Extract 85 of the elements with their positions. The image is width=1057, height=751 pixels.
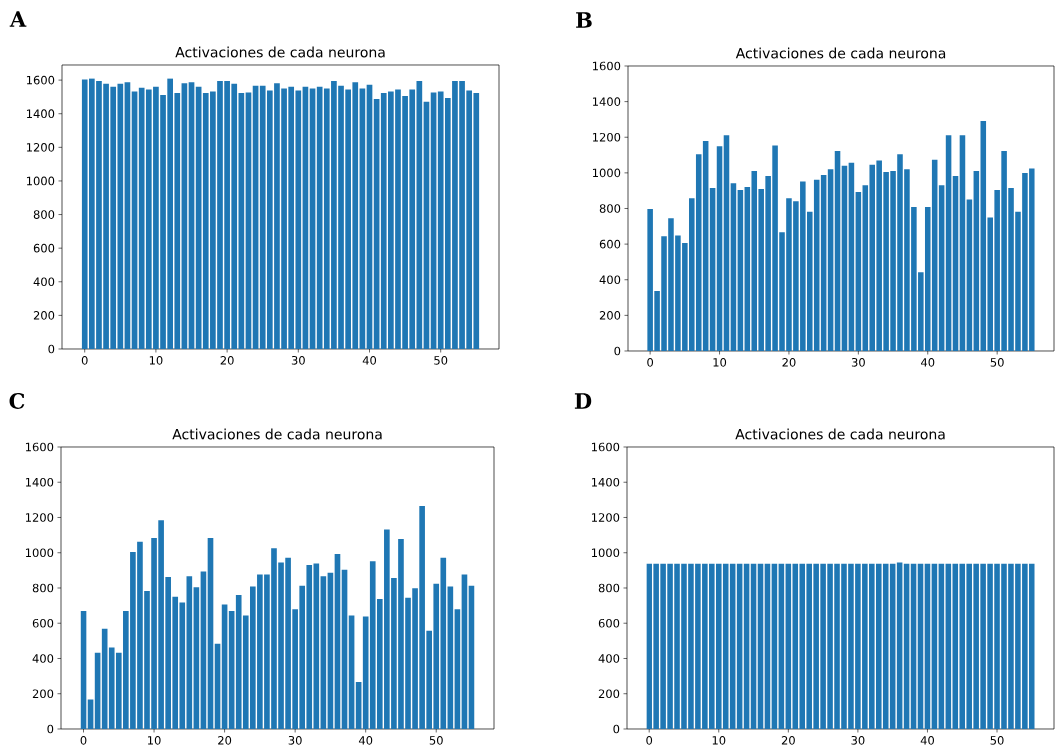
x-tick-label: 50 bbox=[990, 736, 1004, 745]
x-tick-label: 30 bbox=[851, 358, 865, 367]
bar bbox=[834, 150, 841, 351]
bar bbox=[973, 170, 980, 351]
bar bbox=[855, 191, 862, 351]
y-tick-label: 0 bbox=[47, 724, 54, 734]
chart-title: Activaciones de cada neurona bbox=[735, 428, 945, 440]
y-tick-label: 200 bbox=[33, 311, 55, 320]
x-tick-label: 0 bbox=[646, 736, 653, 745]
x-tick-label: 40 bbox=[358, 736, 373, 745]
y-tick-label: 800 bbox=[32, 583, 54, 593]
x-tick-label: 40 bbox=[920, 736, 935, 745]
x-tick-label: 0 bbox=[647, 358, 654, 367]
y-tick-label: 1000 bbox=[591, 548, 620, 558]
y-tick-label: 0 bbox=[613, 724, 620, 734]
y-tick-label: 1200 bbox=[25, 513, 54, 522]
x-tick-label: 10 bbox=[149, 356, 163, 365]
bar bbox=[952, 176, 959, 351]
bar bbox=[945, 135, 952, 351]
bar bbox=[723, 135, 730, 351]
y-tick-label: 1600 bbox=[592, 61, 621, 71]
y-tick-label: 0 bbox=[48, 344, 55, 354]
x-tick-label: 20 bbox=[782, 358, 796, 367]
bar bbox=[841, 165, 848, 351]
y-tick-label: 1600 bbox=[25, 442, 54, 452]
y-tick-label: 1400 bbox=[26, 109, 55, 119]
x-tick-label: 30 bbox=[291, 356, 305, 365]
chart-title: Activaciones de cada neurona bbox=[735, 47, 946, 59]
x-tick-label: 0 bbox=[80, 736, 87, 745]
text: C bbox=[9, 393, 25, 409]
x-tick-label: 30 bbox=[851, 736, 865, 745]
bar bbox=[959, 135, 966, 351]
y-tick-label: 1200 bbox=[592, 132, 621, 142]
y-tick-label: 800 bbox=[33, 210, 55, 219]
y-tick-label: 800 bbox=[599, 204, 621, 213]
y-tick-label: 1600 bbox=[26, 75, 55, 85]
bar bbox=[848, 162, 855, 351]
y-tick-label: 0 bbox=[614, 346, 621, 356]
y-tick-label: 1000 bbox=[25, 548, 54, 558]
y-tick-label: 400 bbox=[32, 654, 54, 663]
y-tick-label: 600 bbox=[33, 243, 55, 253]
chart-title: Activaciones de cada neurona bbox=[172, 428, 382, 440]
y-tick-label: 200 bbox=[598, 689, 620, 699]
bar bbox=[827, 169, 834, 351]
bar bbox=[737, 189, 744, 351]
y-tick-label: 600 bbox=[599, 239, 621, 249]
y-tick-label: 200 bbox=[32, 689, 54, 699]
y-tick-label: 1400 bbox=[591, 477, 620, 487]
y-tick-label: 1200 bbox=[26, 142, 55, 152]
x-tick-label: 20 bbox=[220, 356, 234, 365]
bar bbox=[730, 183, 737, 351]
text: A bbox=[9, 11, 27, 27]
x-tick-label: 50 bbox=[434, 356, 448, 365]
x-tick-label: 30 bbox=[288, 736, 302, 745]
text: D bbox=[574, 393, 592, 409]
y-tick-label: 400 bbox=[598, 654, 620, 663]
y-tick-label: 600 bbox=[598, 618, 620, 628]
x-tick-label: 40 bbox=[921, 358, 935, 367]
x-tick-label: 50 bbox=[990, 358, 1004, 367]
y-tick-label: 1000 bbox=[26, 176, 55, 186]
y-tick-label: 800 bbox=[598, 583, 620, 593]
y-tick-label: 200 bbox=[599, 311, 621, 320]
bar bbox=[716, 146, 723, 351]
x-tick-label: 10 bbox=[713, 358, 727, 367]
y-tick-label: 1400 bbox=[592, 97, 621, 106]
x-tick-label: 10 bbox=[148, 736, 161, 745]
x-tick-label: 0 bbox=[81, 356, 88, 365]
y-tick-label: 400 bbox=[599, 275, 621, 285]
bar bbox=[966, 199, 973, 351]
x-tick-label: 40 bbox=[362, 356, 377, 365]
x-tick-label: 20 bbox=[218, 736, 232, 745]
y-tick-label: 1400 bbox=[25, 477, 54, 487]
y-tick-label: 400 bbox=[33, 277, 55, 287]
y-tick-label: 1200 bbox=[591, 513, 620, 522]
y-tick-label: 600 bbox=[32, 618, 54, 628]
y-tick-label: 1000 bbox=[592, 168, 621, 178]
bar bbox=[709, 188, 716, 351]
y-tick-label: 1600 bbox=[591, 442, 620, 452]
text: B bbox=[576, 12, 592, 28]
bar bbox=[820, 175, 827, 351]
x-tick-label: 20 bbox=[781, 736, 795, 745]
x-tick-label: 10 bbox=[712, 736, 726, 745]
bar bbox=[938, 185, 945, 351]
x-tick-label: 50 bbox=[429, 736, 443, 745]
chart-title: Activaciones de cada neurona bbox=[175, 46, 385, 58]
